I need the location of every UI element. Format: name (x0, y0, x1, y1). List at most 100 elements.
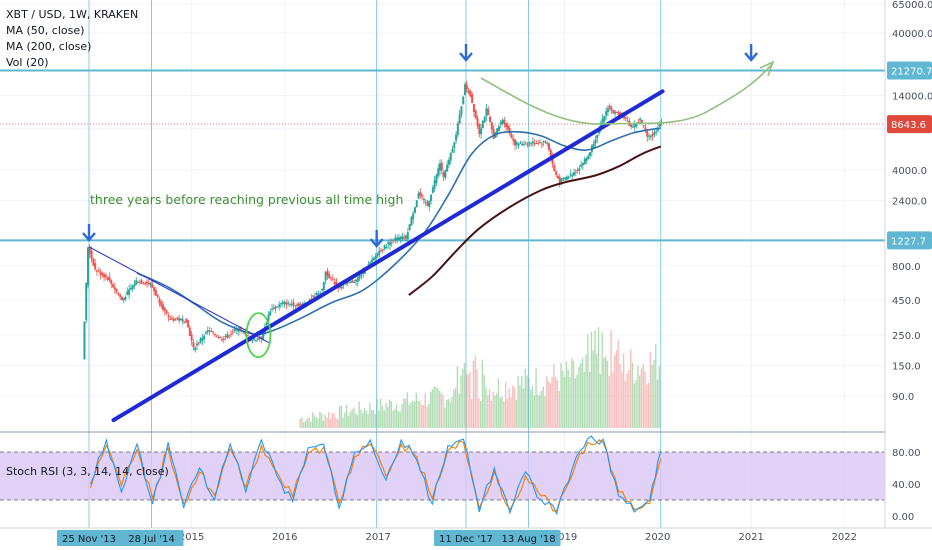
candle-body (281, 301, 284, 304)
volume-bar (419, 401, 421, 428)
candle-body (194, 347, 197, 351)
candle-body (503, 119, 506, 125)
candle-body (238, 326, 241, 331)
candle-body (204, 331, 207, 334)
volume-bar (535, 368, 537, 428)
volume-bar (642, 363, 644, 428)
moving-averages (136, 127, 662, 336)
volume-bar (454, 387, 457, 428)
candle-body (101, 272, 104, 276)
candle-body (140, 280, 143, 284)
volume-bar (344, 412, 346, 428)
candle-body (321, 288, 324, 291)
candle-body (160, 301, 163, 307)
user-drawings[interactable] (82, 44, 775, 423)
volume-bar (613, 355, 616, 428)
volume-bar (403, 398, 405, 428)
volume-bar (392, 411, 394, 428)
volume-bar (658, 365, 661, 428)
candle-body (626, 120, 629, 122)
candle-body (90, 251, 93, 259)
volume-bar (363, 407, 366, 428)
candle-body (346, 281, 349, 285)
candle-body (192, 342, 195, 348)
volume-bar (499, 397, 502, 428)
volume-bar (408, 405, 410, 428)
candle-body (178, 317, 181, 321)
candle-body (469, 90, 472, 97)
candle-body (181, 319, 184, 322)
candle-body (460, 106, 463, 115)
stoch-k-line (90, 435, 662, 516)
volume-bar (615, 349, 618, 428)
volume-bar (494, 395, 496, 428)
candle-body (408, 224, 411, 231)
candle-body (403, 237, 406, 239)
candle-body (633, 123, 636, 128)
legend-volume[interactable]: Vol (20) (6, 56, 49, 69)
candle-body (176, 317, 179, 320)
legend-ma200[interactable]: MA (200, close) (6, 40, 92, 53)
stoch-rsi-pane[interactable] (0, 431, 885, 516)
candle-body (83, 321, 86, 360)
candle-body (244, 332, 247, 335)
candle-body (630, 124, 633, 127)
volume-bar (540, 390, 543, 428)
candle-body (412, 213, 415, 219)
volume-bar (588, 371, 591, 428)
candle-body (344, 283, 347, 285)
volume-bars (299, 327, 661, 428)
volume-bar (513, 387, 516, 428)
volume-bar (420, 404, 423, 428)
volume-bar (338, 406, 341, 428)
volume-bar (644, 371, 646, 428)
date-badge: 11 Dec '17 (434, 530, 498, 546)
candle-body (276, 306, 279, 308)
candle-body (233, 329, 236, 331)
volume-bar (335, 417, 337, 428)
candle-body (358, 275, 361, 279)
volume-bar (617, 339, 619, 428)
projection-arrowhead (759, 60, 775, 77)
candle-body (506, 125, 509, 130)
volume-bar (574, 378, 577, 428)
candle-body (215, 335, 218, 337)
volume-bar (637, 365, 639, 428)
volume-bar (533, 395, 535, 428)
candle-body (88, 246, 91, 254)
volume-bar (647, 382, 650, 428)
date-badge-bg (57, 530, 121, 546)
candle-body (219, 337, 222, 339)
candle-body (394, 237, 397, 241)
volume-bar (531, 386, 534, 428)
candle-body (165, 310, 168, 314)
candle-body (515, 142, 518, 145)
volume-bar (315, 417, 317, 428)
date-badge: 13 Aug '18 (496, 530, 561, 546)
candle-body (340, 286, 343, 289)
last-price-badge: 8643.6 (887, 115, 932, 134)
volume-bar (471, 398, 473, 428)
candle-body (499, 121, 502, 125)
price-level-lines (0, 69, 885, 242)
candle-body (288, 303, 291, 305)
volume-bar (485, 387, 487, 428)
candle-body (464, 84, 467, 96)
date-badge-bg (119, 530, 184, 546)
stoch-rsi-label[interactable]: Stoch RSI (3, 3, 14, 14, close) (6, 465, 169, 478)
price-tick-label: 14000.0 (892, 91, 932, 102)
candle-body (212, 331, 215, 333)
date-badge-bg (434, 530, 498, 546)
candle-body (378, 250, 381, 255)
candle-body (637, 121, 640, 123)
legend-ma50[interactable]: MA (50, close) (6, 24, 85, 37)
downtrend-line (88, 246, 270, 344)
volume-bar (597, 327, 600, 428)
volume-bar (571, 358, 573, 428)
legend-symbol[interactable]: XBT / USD, 1W, KRAKEN (6, 8, 139, 21)
candle-body (147, 282, 150, 285)
candle-body (476, 118, 479, 126)
volume-bar (345, 404, 348, 428)
